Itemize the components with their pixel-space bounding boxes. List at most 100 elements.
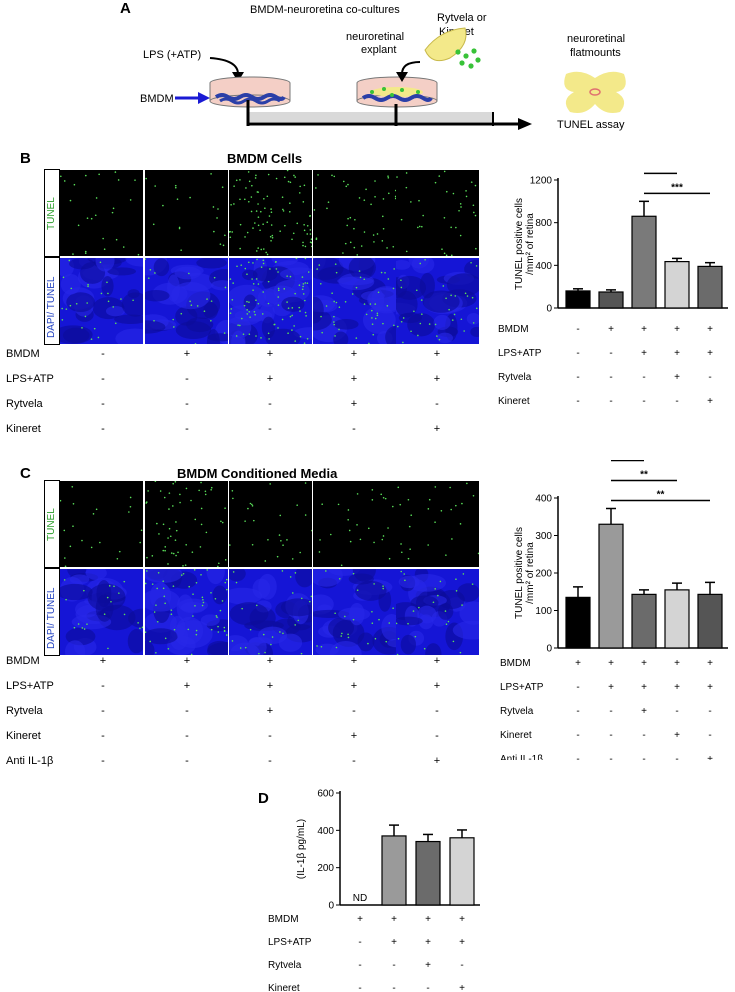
condition-value: + bbox=[459, 914, 465, 925]
panel-c-title: BMDM Conditioned Media bbox=[177, 466, 338, 481]
condition-value: - bbox=[185, 373, 189, 385]
condition-value: + bbox=[266, 705, 274, 717]
condition-value: + bbox=[183, 680, 191, 692]
condition-value: - bbox=[576, 348, 579, 359]
condition-value: + bbox=[674, 324, 680, 335]
condition-value: - bbox=[101, 348, 105, 360]
condition-value: - bbox=[609, 754, 612, 760]
condition-value: - bbox=[435, 730, 439, 742]
condition-label: BMDM bbox=[268, 914, 299, 925]
condition-value: - bbox=[101, 423, 105, 435]
culture-dish-2 bbox=[356, 76, 438, 108]
tunel-micrograph bbox=[229, 170, 312, 256]
condition-value: - bbox=[185, 423, 189, 435]
condition-value: - bbox=[576, 754, 579, 760]
condition-value: - bbox=[609, 730, 612, 741]
condition-label: Kineret bbox=[6, 730, 41, 742]
condition-value: - bbox=[609, 372, 612, 383]
y-axis-label: /mm² of retina bbox=[525, 542, 536, 604]
tunel-assay-label: TUNEL assay bbox=[557, 119, 625, 131]
flatmount-label-1: neuroretinal bbox=[567, 33, 626, 45]
condition-value: - bbox=[576, 324, 579, 335]
condition-value: + bbox=[433, 755, 441, 767]
condition-value: - bbox=[101, 730, 105, 742]
condition-value: + bbox=[433, 655, 441, 667]
condition-value: + bbox=[459, 983, 465, 992]
panel-a-schematic bbox=[175, 27, 626, 130]
condition-value: - bbox=[675, 396, 678, 407]
tunel-micrograph bbox=[60, 481, 143, 567]
condition-value: - bbox=[358, 983, 361, 992]
condition-value: + bbox=[350, 680, 358, 692]
condition-value: - bbox=[268, 423, 272, 435]
bar bbox=[598, 291, 624, 309]
condition-value: + bbox=[425, 914, 431, 925]
condition-value: - bbox=[642, 730, 645, 741]
condition-value: + bbox=[707, 324, 713, 335]
condition-value: + bbox=[425, 960, 431, 971]
condition-value: - bbox=[576, 706, 579, 717]
condition-label: Kineret bbox=[268, 983, 300, 992]
tunel-micrograph bbox=[229, 481, 312, 567]
panel-c-letter: C bbox=[20, 465, 31, 482]
condition-value: - bbox=[352, 705, 356, 717]
panel-d-letter: D bbox=[258, 790, 269, 807]
condition-value: + bbox=[99, 655, 107, 667]
y-tick-label: 1200 bbox=[530, 176, 553, 187]
condition-value: + bbox=[183, 655, 191, 667]
condition-value: - bbox=[268, 730, 272, 742]
flatmount-label-2: flatmounts bbox=[570, 47, 621, 59]
condition-value: + bbox=[674, 730, 680, 741]
condition-value: - bbox=[101, 680, 105, 692]
y-tick-label: 300 bbox=[535, 531, 552, 542]
condition-value: + bbox=[608, 682, 614, 693]
y-tick-label: 600 bbox=[317, 789, 334, 800]
row-label-text: TUNEL bbox=[46, 508, 57, 541]
y-tick-label: 400 bbox=[535, 494, 552, 505]
condition-value: - bbox=[642, 754, 645, 760]
condition-value: - bbox=[101, 373, 105, 385]
culture-dish-1 bbox=[209, 76, 291, 108]
condition-value: - bbox=[675, 706, 678, 717]
row-label-text: DAPI/ TUNEL bbox=[46, 587, 57, 650]
explant-label-2: explant bbox=[361, 44, 397, 56]
condition-value: - bbox=[101, 705, 105, 717]
y-tick-label: 0 bbox=[546, 304, 552, 315]
condition-value: - bbox=[609, 396, 612, 407]
condition-value: - bbox=[642, 372, 645, 383]
panel-b-title: BMDM Cells bbox=[227, 151, 303, 166]
chart-c: TUNEL positive cells/mm² of retina 0 100 20… bbox=[500, 460, 728, 760]
lps-arrow bbox=[209, 57, 239, 75]
condition-value: + bbox=[608, 324, 614, 335]
condition-label: BMDM bbox=[500, 658, 531, 669]
condition-value: - bbox=[708, 706, 711, 717]
condition-value: + bbox=[183, 348, 191, 360]
condition-label: Anti IL-1β bbox=[500, 754, 543, 760]
condition-label: Rytvela bbox=[268, 960, 302, 971]
row-label-text: DAPI/ TUNEL bbox=[46, 276, 57, 339]
condition-value: + bbox=[350, 655, 358, 667]
condition-value: + bbox=[266, 655, 274, 667]
condition-value: + bbox=[433, 680, 441, 692]
condition-value: + bbox=[266, 348, 274, 360]
condition-value: - bbox=[101, 398, 105, 410]
y-tick-label: 200 bbox=[535, 569, 552, 580]
condition-value: - bbox=[352, 755, 356, 767]
condition-value: - bbox=[426, 983, 429, 992]
row-label-text: TUNEL bbox=[46, 197, 57, 230]
row-label-tunel-b: TUNEL bbox=[44, 169, 60, 257]
significance-label: *** bbox=[671, 182, 683, 193]
condition-value: + bbox=[641, 706, 647, 717]
y-axis-label: TUNEL positive cells bbox=[514, 198, 525, 290]
y-axis-label: /mm² of retina bbox=[525, 213, 536, 275]
condition-value: + bbox=[575, 658, 581, 669]
dapi-tunel-micrograph bbox=[396, 258, 479, 344]
condition-label: Anti IL-1β bbox=[6, 755, 54, 767]
tunel-micrograph bbox=[396, 481, 479, 567]
condition-value: - bbox=[609, 348, 612, 359]
drug-label-1: Rytvela or bbox=[437, 12, 487, 24]
condition-value: - bbox=[101, 755, 105, 767]
condition-value: + bbox=[641, 658, 647, 669]
condition-value: + bbox=[391, 937, 397, 948]
condition-value: - bbox=[185, 755, 189, 767]
